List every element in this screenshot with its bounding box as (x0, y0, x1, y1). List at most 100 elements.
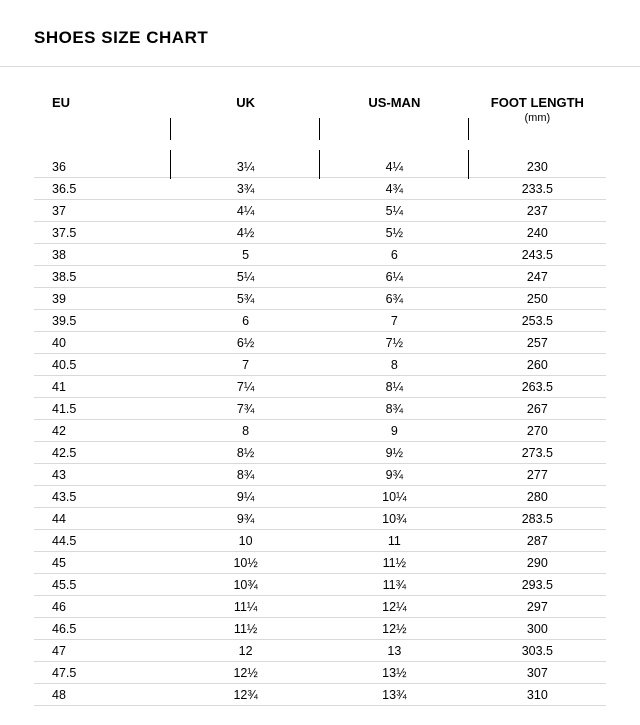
table-cell: 39 (34, 288, 171, 310)
table-cell: 4¾ (320, 178, 469, 200)
table-cell: 307 (469, 662, 606, 684)
table-cell: 48 (34, 684, 171, 706)
table-cell: 9 (320, 420, 469, 442)
table-cell: 297 (469, 596, 606, 618)
table-row: 4289270 (34, 420, 606, 442)
table-cell: 260 (469, 354, 606, 376)
table-cell: 38 (34, 244, 171, 266)
table-cell: 8¾ (171, 464, 320, 486)
col-header-uk: UK (171, 67, 320, 126)
table-row: 406½7½257 (34, 332, 606, 354)
table-row: 45.510¾11¾293.5 (34, 574, 606, 596)
table-cell: 287 (469, 530, 606, 552)
table-row: 4611¼12¼297 (34, 596, 606, 618)
table-cell: 12¼ (320, 596, 469, 618)
table-cell: 4½ (171, 222, 320, 244)
table-cell: 3¼ (171, 156, 320, 178)
table-cell: 41.5 (34, 398, 171, 420)
table-cell: 10¾ (171, 574, 320, 596)
table-cell: 257 (469, 332, 606, 354)
header-spacer (34, 126, 606, 156)
table-cell: 7 (171, 354, 320, 376)
table-row: 363¼4¼230 (34, 156, 606, 178)
table-cell: 8½ (171, 442, 320, 464)
col-header-label: EU (52, 95, 70, 110)
table-cell: 37.5 (34, 222, 171, 244)
table-header-row: EU UK US-MAN FOOT LENGTH (mm) (34, 67, 606, 126)
table-cell: 13 (320, 640, 469, 662)
table-cell: 280 (469, 486, 606, 508)
table-cell: 47 (34, 640, 171, 662)
col-header-footlength: FOOT LENGTH (mm) (469, 67, 606, 126)
table-cell: 7¾ (171, 398, 320, 420)
table-cell: 237 (469, 200, 606, 222)
table-cell: 6½ (171, 332, 320, 354)
table-cell: 43 (34, 464, 171, 486)
table-row: 395¾6¾250 (34, 288, 606, 310)
table-cell: 277 (469, 464, 606, 486)
table-cell: 5¼ (320, 200, 469, 222)
table-cell: 293.5 (469, 574, 606, 596)
table-cell: 8¾ (320, 398, 469, 420)
table-row: 4510½11½290 (34, 552, 606, 574)
table-cell: 283.5 (469, 508, 606, 530)
table-cell: 41 (34, 376, 171, 398)
table-row: 36.53¾4¾233.5 (34, 178, 606, 200)
table-cell: 250 (469, 288, 606, 310)
size-table-body: 363¼4¼23036.53¾4¾233.5374¼5¼23737.54½5½2… (34, 156, 606, 706)
table-cell: 4¼ (320, 156, 469, 178)
table-cell: 45.5 (34, 574, 171, 596)
table-cell: 39.5 (34, 310, 171, 332)
table-cell: 43.5 (34, 486, 171, 508)
table-cell: 12½ (171, 662, 320, 684)
table-row: 4812¾13¾310 (34, 684, 606, 706)
table-cell: 7 (320, 310, 469, 332)
table-cell: 40.5 (34, 354, 171, 376)
table-cell: 6¼ (320, 266, 469, 288)
table-cell: 9¾ (171, 508, 320, 530)
col-header-label: FOOT LENGTH (491, 95, 584, 110)
table-cell: 6 (320, 244, 469, 266)
table-row: 438¾9¾277 (34, 464, 606, 486)
table-cell: 11½ (320, 552, 469, 574)
table-cell: 6 (171, 310, 320, 332)
table-cell: 270 (469, 420, 606, 442)
table-row: 3856243.5 (34, 244, 606, 266)
table-cell: 45 (34, 552, 171, 574)
table-cell: 46.5 (34, 618, 171, 640)
table-cell: 8¼ (320, 376, 469, 398)
table-cell: 5½ (320, 222, 469, 244)
table-cell: 7¼ (171, 376, 320, 398)
table-cell: 243.5 (469, 244, 606, 266)
table-cell: 11½ (171, 618, 320, 640)
table-row: 449¾10¾283.5 (34, 508, 606, 530)
table-row: 38.55¼6¼247 (34, 266, 606, 288)
table-row: 417¼8¼263.5 (34, 376, 606, 398)
table-cell: 42.5 (34, 442, 171, 464)
table-cell: 9¼ (171, 486, 320, 508)
table-cell: 44.5 (34, 530, 171, 552)
table-cell: 10½ (171, 552, 320, 574)
table-cell: 46 (34, 596, 171, 618)
table-cell: 9½ (320, 442, 469, 464)
table-cell: 10 (171, 530, 320, 552)
table-row: 37.54½5½240 (34, 222, 606, 244)
table-cell: 310 (469, 684, 606, 706)
table-cell: 42 (34, 420, 171, 442)
table-cell: 240 (469, 222, 606, 244)
table-cell: 47.5 (34, 662, 171, 684)
table-cell: 11 (320, 530, 469, 552)
table-cell: 10¼ (320, 486, 469, 508)
table-cell: 5¾ (171, 288, 320, 310)
table-row: 374¼5¼237 (34, 200, 606, 222)
table-cell: 5¼ (171, 266, 320, 288)
col-header-eu: EU (34, 67, 171, 126)
table-cell: 7½ (320, 332, 469, 354)
table-cell: 230 (469, 156, 606, 178)
table-row: 43.59¼10¼280 (34, 486, 606, 508)
table-cell: 11¼ (171, 596, 320, 618)
table-cell: 10¾ (320, 508, 469, 530)
table-cell: 13¾ (320, 684, 469, 706)
size-table: EU UK US-MAN FOOT LENGTH (mm) 363¼4¼2303… (34, 67, 606, 706)
table-cell: 11¾ (320, 574, 469, 596)
